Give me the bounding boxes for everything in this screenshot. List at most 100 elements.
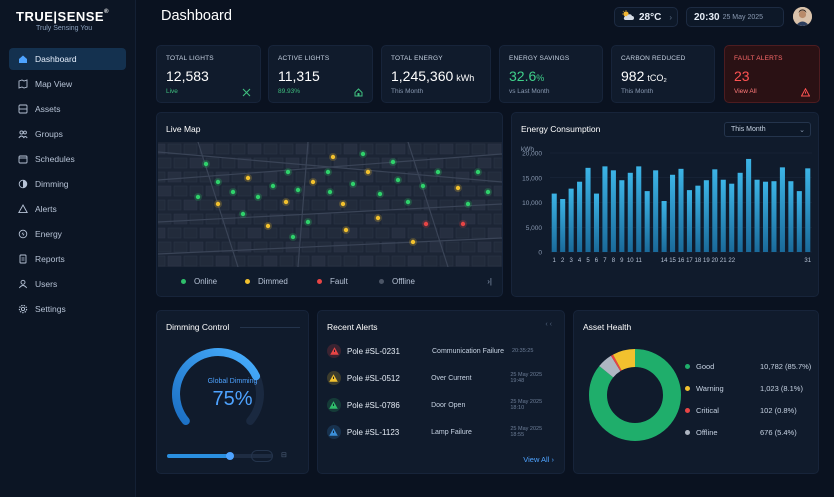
map-marker[interactable] [365,169,371,175]
alert-row[interactable]: Pole #SL-1123 Lamp Failure 25 May 2025 18:… [327,422,557,442]
map-marker[interactable] [405,199,411,205]
sidebar-item-dashboard[interactable]: Dashboard [9,48,126,70]
alerts-collapse-icon[interactable]: ‹ ‹ [545,321,552,328]
energy-bar[interactable] [703,180,709,252]
energy-bar[interactable] [779,167,785,252]
slider-settings-icon[interactable]: ⊟ [281,452,287,459]
sidebar-item-reports[interactable]: Reports [9,248,126,270]
energy-bar[interactable] [796,191,802,252]
map-marker[interactable] [343,227,349,233]
energy-bar[interactable] [712,169,718,252]
energy-bar[interactable] [771,181,777,252]
map-marker[interactable] [455,185,461,191]
map-marker[interactable] [330,154,336,160]
energy-bar[interactable] [627,172,633,252]
energy-bar[interactable] [644,191,650,252]
brand-logo[interactable]: TRUE|SENSE® Truly Sensing You [16,9,109,32]
energy-bar[interactable] [636,166,642,252]
energy-bar[interactable] [720,179,726,252]
map-marker[interactable] [475,169,481,175]
map-marker[interactable] [327,189,333,195]
period-select[interactable]: This Month ⌄ [724,122,811,137]
map-marker[interactable] [395,177,401,183]
energy-bar[interactable] [737,172,743,252]
energy-bar[interactable] [661,201,667,252]
map-marker[interactable] [270,183,276,189]
map-marker[interactable] [390,159,396,165]
map-marker[interactable] [245,175,251,181]
map-marker[interactable] [230,189,236,195]
map-marker[interactable] [283,199,289,205]
map-marker[interactable] [410,239,416,245]
map-marker[interactable] [215,201,221,207]
sidebar-item-dimming[interactable]: Dimming [9,173,126,195]
live-map[interactable] [158,142,502,267]
sidebar-item-alerts[interactable]: Alerts [9,198,126,220]
sidebar-item-users[interactable]: Users [9,273,126,295]
map-marker[interactable] [195,194,201,200]
map-marker[interactable] [420,183,426,189]
energy-bar[interactable] [593,193,600,252]
map-marker[interactable] [215,179,221,185]
energy-bar[interactable] [805,168,811,252]
map-marker[interactable] [377,191,383,197]
weather-widget[interactable]: 28°C › [614,7,678,27]
energy-bar[interactable] [670,174,676,252]
map-marker[interactable] [295,187,301,193]
map-marker[interactable] [460,221,466,227]
energy-bar[interactable] [577,181,583,252]
map-marker[interactable] [240,211,246,217]
sidebar-item-settings[interactable]: Settings [9,298,126,320]
energy-bar[interactable] [653,170,659,252]
energy-bar[interactable] [729,183,735,252]
energy-bar[interactable] [610,170,616,252]
expand-icon[interactable]: ›| [487,277,492,286]
donut-slice-warning[interactable] [589,349,681,441]
map-marker[interactable] [290,234,296,240]
energy-bar[interactable] [754,179,760,252]
map-marker[interactable] [325,169,331,175]
map-marker[interactable] [360,151,366,157]
map-marker[interactable] [265,223,271,229]
sidebar-item-map-view[interactable]: Map View [9,73,126,95]
map-marker[interactable] [465,201,471,207]
energy-bar[interactable] [602,166,608,252]
sidebar-item-schedules[interactable]: Schedules [9,148,126,170]
view-all-faults-link[interactable]: View All [734,88,757,95]
energy-bar[interactable] [762,181,769,252]
map-marker[interactable] [310,179,316,185]
map-marker[interactable] [305,219,311,225]
dimming-slider[interactable] [167,452,273,460]
energy-bar[interactable] [686,190,692,252]
map-marker[interactable] [255,194,261,200]
energy-bar[interactable] [678,168,684,252]
map-marker[interactable] [350,181,356,187]
sidebar-item-groups[interactable]: Groups [9,123,126,145]
energy-bar[interactable] [585,167,591,252]
map-marker[interactable] [375,215,381,221]
map-marker[interactable] [485,189,491,195]
energy-bar[interactable] [788,181,794,252]
map-marker[interactable] [285,169,291,175]
sidebar-item-energy[interactable]: Energy [9,223,126,245]
slider-thumb[interactable] [226,452,234,460]
energy-bar[interactable] [551,193,557,252]
stat-card-fault-alerts[interactable]: FAULT ALERTS 23 View All [724,45,820,103]
stat-value: 23 [734,68,750,84]
alert-row[interactable]: Pole #SL-0512 Over Current 25 May 2025 19:… [327,368,557,388]
view-all-alerts-link[interactable]: View All › [523,455,554,464]
dimming-gauge[interactable] [157,331,310,451]
energy-bar[interactable] [746,158,752,252]
alert-row[interactable]: Pole #SL-0231 Communication Failure 20:35:… [327,341,557,361]
map-marker[interactable] [340,201,346,207]
alert-row[interactable]: Pole #SL-0786 Door Open 25 May 2025 18:10 [327,395,557,415]
energy-bar[interactable] [619,180,625,252]
energy-bar[interactable] [568,188,574,252]
avatar[interactable] [793,7,812,26]
map-marker[interactable] [203,161,209,167]
sidebar-item-assets[interactable]: Assets [9,98,126,120]
map-marker[interactable] [423,221,429,227]
energy-bar[interactable] [695,185,701,252]
energy-bar[interactable] [560,199,566,252]
map-marker[interactable] [435,169,441,175]
